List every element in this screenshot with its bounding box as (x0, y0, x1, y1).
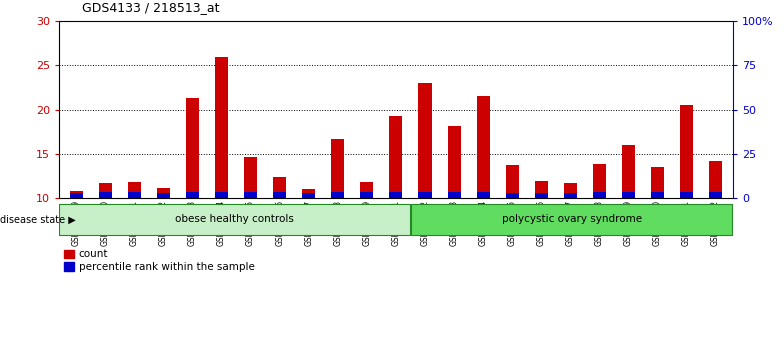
Bar (70, 191, 83, 198)
Text: GDS4133 / 218513_at: GDS4133 / 218513_at (82, 1, 220, 14)
Bar (506, 193, 519, 198)
Bar (419, 83, 431, 198)
Bar (390, 192, 402, 198)
Bar (651, 192, 664, 198)
Bar (390, 116, 402, 198)
Bar (477, 97, 490, 198)
Bar (593, 164, 606, 198)
Bar (709, 193, 722, 198)
Bar (186, 192, 199, 198)
Bar (622, 192, 635, 198)
Bar (448, 192, 460, 198)
Bar (128, 182, 141, 198)
Bar (244, 156, 257, 198)
Bar (332, 192, 344, 198)
Bar (361, 193, 373, 198)
Bar (273, 177, 286, 198)
Bar (273, 193, 286, 198)
Bar (215, 57, 228, 198)
Bar (564, 193, 577, 198)
Bar (99, 192, 112, 198)
Bar (411, 204, 732, 235)
Bar (680, 192, 693, 198)
Bar (99, 183, 112, 198)
Bar (302, 189, 315, 198)
Bar (593, 192, 606, 198)
Bar (448, 126, 460, 198)
Text: polycystic ovary syndrome: polycystic ovary syndrome (502, 215, 642, 224)
Bar (157, 193, 170, 198)
Bar (60, 204, 410, 235)
Bar (680, 105, 693, 198)
Bar (709, 161, 722, 198)
Bar (361, 182, 373, 198)
Bar (535, 193, 548, 198)
Legend: count, percentile rank within the sample: count, percentile rank within the sample (64, 250, 255, 272)
Bar (477, 193, 490, 198)
Text: disease state ▶: disease state ▶ (0, 215, 76, 224)
Bar (622, 145, 635, 198)
Bar (651, 167, 664, 198)
Bar (70, 193, 83, 198)
Bar (564, 183, 577, 198)
Bar (128, 192, 141, 198)
Text: obese healthy controls: obese healthy controls (176, 215, 294, 224)
Bar (157, 188, 170, 198)
Bar (535, 181, 548, 198)
Bar (215, 192, 228, 198)
Bar (506, 166, 519, 198)
Bar (302, 193, 315, 198)
Bar (332, 139, 344, 198)
Bar (186, 98, 199, 198)
Bar (244, 192, 257, 198)
Bar (419, 192, 431, 198)
